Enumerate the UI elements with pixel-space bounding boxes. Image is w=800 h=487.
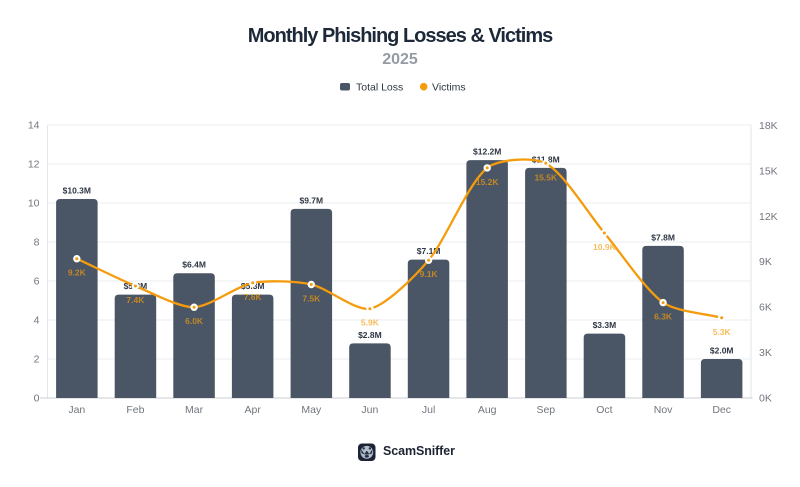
svg-text:6.0K: 6.0K bbox=[185, 316, 204, 326]
svg-text:7.6K: 7.6K bbox=[244, 292, 263, 302]
svg-text:$2.0M: $2.0M bbox=[710, 346, 734, 356]
svg-text:0: 0 bbox=[34, 393, 40, 405]
svg-text:12K: 12K bbox=[759, 211, 778, 223]
svg-text:0K: 0K bbox=[759, 393, 772, 405]
svg-text:Sep: Sep bbox=[536, 404, 555, 416]
svg-text:5.3K: 5.3K bbox=[713, 327, 732, 337]
svg-text:$11.8M: $11.8M bbox=[532, 154, 560, 164]
svg-text:Victims: Victims bbox=[432, 82, 466, 94]
svg-text:Nov: Nov bbox=[654, 404, 673, 416]
svg-text:9.2K: 9.2K bbox=[68, 268, 87, 278]
svg-text:4: 4 bbox=[34, 315, 40, 327]
svg-text:15K: 15K bbox=[759, 165, 778, 177]
svg-text:3K: 3K bbox=[759, 347, 772, 359]
svg-text:Feb: Feb bbox=[126, 404, 144, 416]
svg-text:$6.4M: $6.4M bbox=[182, 260, 206, 270]
svg-text:7.5K: 7.5K bbox=[302, 294, 321, 304]
svg-text:2025: 2025 bbox=[382, 51, 418, 68]
svg-text:$2.8M: $2.8M bbox=[358, 330, 382, 340]
svg-text:$12.2M: $12.2M bbox=[473, 147, 501, 157]
svg-text:18K: 18K bbox=[759, 120, 778, 132]
svg-text:Monthly Phishing Losses & Vict: Monthly Phishing Losses & Victims bbox=[248, 25, 553, 47]
svg-text:$3.3M: $3.3M bbox=[593, 320, 617, 330]
svg-text:May: May bbox=[301, 404, 322, 416]
svg-text:6.3K: 6.3K bbox=[654, 312, 673, 322]
svg-text:$7.8M: $7.8M bbox=[651, 232, 675, 242]
svg-text:2: 2 bbox=[34, 354, 40, 366]
svg-text:10: 10 bbox=[28, 198, 40, 210]
svg-text:6: 6 bbox=[34, 276, 40, 288]
svg-text:Dec: Dec bbox=[712, 404, 731, 416]
svg-text:15.5K: 15.5K bbox=[534, 172, 558, 182]
svg-text:Mar: Mar bbox=[185, 404, 204, 416]
svg-text:5.9K: 5.9K bbox=[361, 318, 380, 328]
svg-text:Apr: Apr bbox=[245, 404, 262, 416]
svg-text:Oct: Oct bbox=[596, 404, 612, 416]
svg-text:10.9K: 10.9K bbox=[593, 242, 617, 252]
svg-text:9K: 9K bbox=[759, 256, 772, 268]
svg-text:Jul: Jul bbox=[422, 404, 435, 416]
svg-text:Total Loss: Total Loss bbox=[356, 82, 403, 94]
svg-text:12: 12 bbox=[28, 159, 40, 171]
svg-text:Jun: Jun bbox=[361, 404, 378, 416]
svg-text:Aug: Aug bbox=[478, 404, 497, 416]
svg-text:15.2K: 15.2K bbox=[476, 177, 500, 187]
svg-text:Jan: Jan bbox=[68, 404, 85, 416]
svg-text:8: 8 bbox=[34, 237, 40, 249]
svg-text:$9.7M: $9.7M bbox=[299, 195, 323, 205]
svg-text:9.1K: 9.1K bbox=[420, 269, 439, 279]
svg-text:ScamSniffer: ScamSniffer bbox=[383, 444, 455, 458]
svg-text:6K: 6K bbox=[759, 302, 772, 314]
svg-text:$7.1M: $7.1M bbox=[417, 246, 441, 256]
svg-text:$10.3M: $10.3M bbox=[63, 186, 91, 196]
svg-text:7.4K: 7.4K bbox=[126, 295, 145, 305]
svg-text:14: 14 bbox=[28, 120, 40, 132]
